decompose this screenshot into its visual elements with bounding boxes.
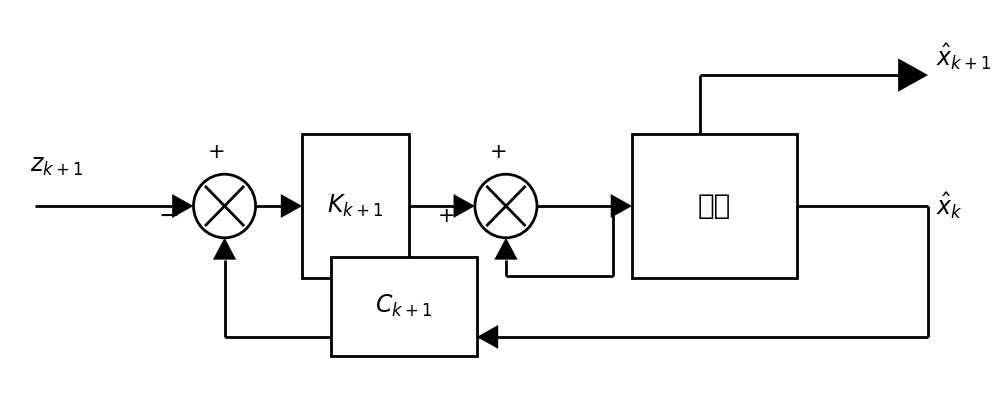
Polygon shape <box>172 194 194 218</box>
Bar <box>302 134 409 278</box>
Polygon shape <box>494 238 518 260</box>
Text: +: + <box>208 142 226 162</box>
Text: $K_{k+1}$: $K_{k+1}$ <box>327 193 384 219</box>
Polygon shape <box>611 194 632 218</box>
Polygon shape <box>454 194 475 218</box>
Text: −: − <box>158 204 179 228</box>
Text: $z_{k+1}$: $z_{k+1}$ <box>30 154 84 178</box>
Polygon shape <box>898 59 928 92</box>
Text: 延迟: 延迟 <box>698 192 731 220</box>
Text: +: + <box>438 206 455 226</box>
Text: $\hat{x}_{k+1}$: $\hat{x}_{k+1}$ <box>936 42 991 73</box>
Polygon shape <box>477 325 498 349</box>
Polygon shape <box>281 194 302 218</box>
Circle shape <box>475 174 537 238</box>
Polygon shape <box>213 238 236 260</box>
Bar <box>331 257 477 356</box>
Text: $\hat{x}_k$: $\hat{x}_k$ <box>936 191 963 221</box>
Bar <box>632 134 797 278</box>
Text: +: + <box>489 142 507 162</box>
Text: $C_{k+1}$: $C_{k+1}$ <box>375 293 433 319</box>
Circle shape <box>194 174 256 238</box>
